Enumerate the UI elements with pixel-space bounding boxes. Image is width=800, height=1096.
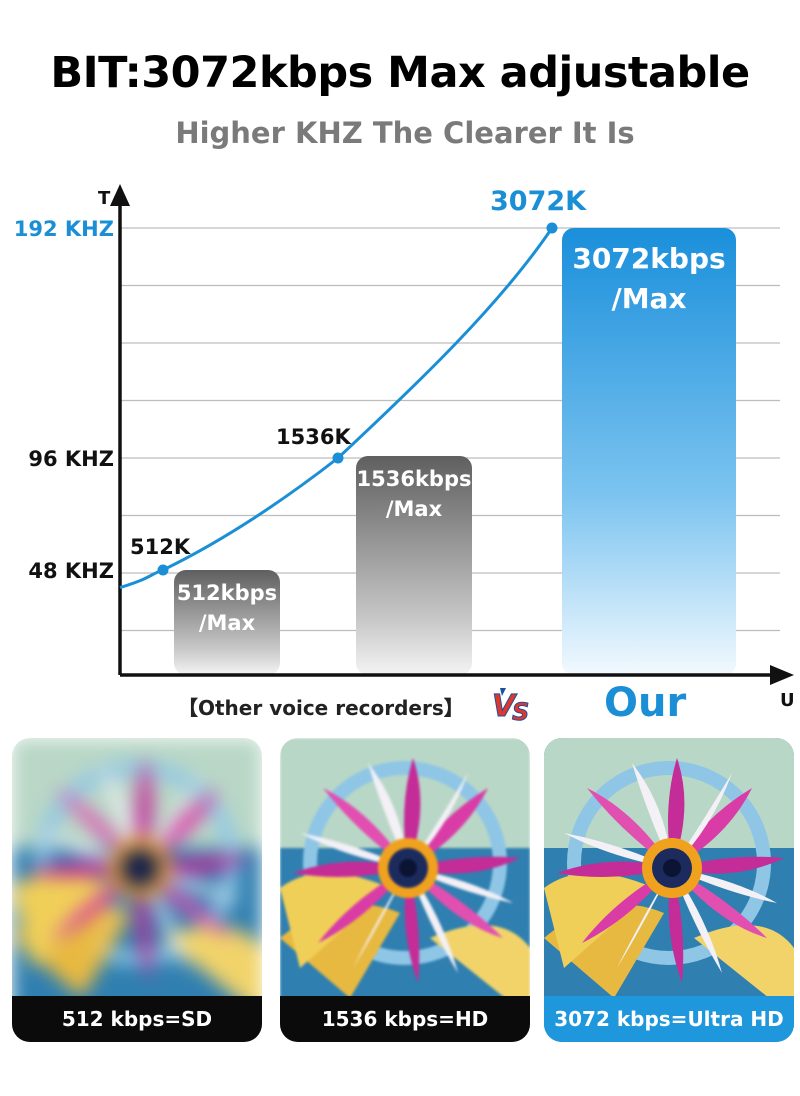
data-point [546, 222, 558, 234]
y-axis-arrow [110, 184, 130, 206]
card-sd: 512 kbps=SD [12, 738, 262, 1042]
axes [110, 184, 794, 685]
point-label: 3072K [490, 186, 587, 217]
card-hd: 1536 kbps=HD [280, 738, 530, 1042]
point-label: 512K [130, 535, 191, 559]
comparison-row: 【Other voice recorders】 V S Our [0, 680, 800, 732]
card-ultra-hd: 3072 kbps=Ultra HD [544, 738, 794, 1042]
card-caption: 512 kbps=SD [12, 996, 262, 1042]
labels: 512kbps/Max 1536kbps/Max 3072kbps/Max T U 192… [14, 186, 795, 710]
bar [174, 570, 280, 675]
y-tick-label: 96 KHZ [28, 447, 114, 471]
bar-label: 3072kbps [572, 242, 725, 275]
bar-label: 1536kbps [357, 467, 472, 491]
curve [119, 222, 558, 589]
bitrate-chart: 512kbps/Max 1536kbps/Max 3072kbps/Max T U 192… [14, 184, 795, 710]
y-axis-label: T [98, 188, 111, 209]
bars [174, 228, 736, 675]
y-tick-label: 48 KHZ [28, 559, 114, 583]
svg-text:S: S [512, 698, 529, 724]
bar-label: 512kbps [177, 581, 277, 605]
trend-curve [119, 227, 554, 589]
bar [562, 228, 736, 675]
card-caption: 1536 kbps=HD [280, 996, 530, 1042]
data-point [157, 564, 169, 576]
comparison-cards: 512 kbps=SD 1536 kbps=HD 3072 kbps=Ultra… [12, 738, 794, 1044]
bar-label: /Max [611, 282, 686, 315]
x-axis-arrow [770, 665, 794, 685]
card-caption: 3072 kbps=Ultra HD [544, 996, 794, 1042]
bar-label: /Max [199, 611, 256, 635]
page-subtitle: Higher KHZ The Clearer It Is [175, 116, 635, 150]
our-label: Our [604, 680, 687, 726]
y-tick-label: 192 KHZ [14, 217, 114, 241]
page-title: BIT:3072kbps Max adjustable [50, 48, 750, 98]
svg-text:V: V [492, 689, 518, 724]
data-point [332, 452, 344, 464]
x-axis-label: U [780, 690, 795, 710]
point-label: 1536K [276, 425, 351, 449]
bar [356, 456, 472, 675]
others-label: 【Other voice recorders】 [178, 696, 464, 720]
bar-label: /Max [386, 497, 443, 521]
vs-icon: V S [492, 688, 530, 724]
